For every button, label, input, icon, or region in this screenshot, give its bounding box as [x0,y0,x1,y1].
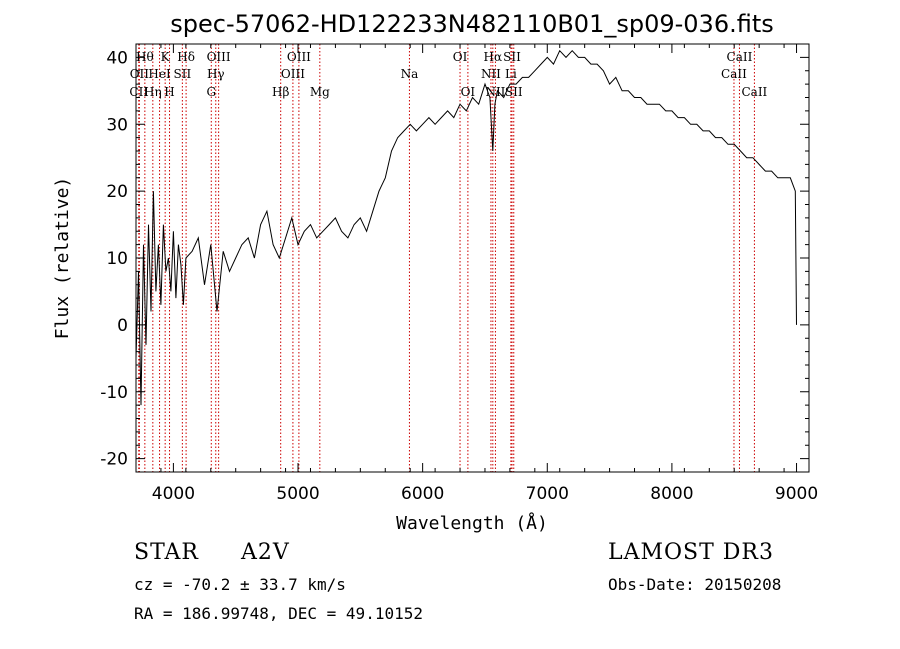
spectrum-line [135,49,797,406]
x-tick-label-8000: 8000 [650,484,693,504]
line-label-19: NII [481,67,501,81]
line-label-23: Li [505,67,517,81]
observation-date: Obs-Date: 20150208 [608,575,782,594]
y-tick-label--20: -20 [100,450,128,470]
chart-title: spec-57062-HD122233N482110B01_sp09-036.f… [170,10,774,38]
x-axis-ticks: 4000 5000 6000 7000 8000 9000 [135,44,818,504]
line-label-7: SII [174,67,192,81]
line-label-16: Na [401,67,419,81]
line-label-8: Hδ [177,50,195,64]
line-label-18: OI [461,85,476,99]
line-label-6: H [164,85,174,99]
line-label-9: G [206,85,216,99]
x-axis-label: Wavelength (Å) [396,512,548,534]
x-tick-label-5000: 5000 [276,484,319,504]
object-subclass: A2V [241,540,290,565]
y-tick-label-30: 30 [106,115,128,135]
line-label-17: OI [453,50,468,64]
y-tick-label-20: 20 [106,182,128,202]
line-label-13: OIII [281,67,305,81]
line-label-26: CaII [727,50,753,64]
x-tick-label-6000: 6000 [401,484,444,504]
line-label-15: Mg [310,85,330,99]
y-tick-label-40: 40 [106,48,128,68]
object-class: STAR [134,540,199,565]
survey-name: LAMOST DR3 [608,540,774,565]
line-label-10: Hγ [207,67,225,81]
x-tick-label-7000: 7000 [526,484,569,504]
y-tick-label-10: 10 [106,249,128,269]
x-tick-label-9000: 9000 [775,484,818,504]
line-label-27: CaII [741,85,767,99]
line-label-21: NII [485,85,505,99]
emission-line-markers [138,44,755,472]
line-label-20: Hα [484,50,503,64]
line-label-25: CaII [721,67,747,81]
plot-frame [135,43,810,473]
y-axis-label: Flux (relative) [52,177,73,340]
line-label-0: CII [129,85,148,99]
coordinates: RA = 186.99748, DEC = 49.10152 [134,604,423,623]
y-tick-label--10: -10 [100,383,128,403]
line-label-11: OIII [207,50,231,64]
line-label-5: K [161,50,171,64]
emission-line-labels: CIIOIIHθHηHeIKHSIIHδGHγOIIIHβOIIIOIIIMgN… [129,50,767,99]
line-label-14: OIII [287,50,311,64]
redshift-velocity: cz = -70.2 ± 33.7 km/s [134,575,346,594]
y-tick-label-0: 0 [117,316,128,336]
line-label-22: SII [503,50,521,64]
line-label-24: SII [505,85,523,99]
line-label-12: Hβ [272,85,289,99]
x-tick-label-4000: 4000 [152,484,195,504]
line-label-3: Hη [144,85,162,99]
y-axis-ticks: -20 -10 0 10 20 30 40 [100,48,809,470]
line-label-4: HeI [148,67,171,81]
line-label-1: OII [130,67,150,81]
